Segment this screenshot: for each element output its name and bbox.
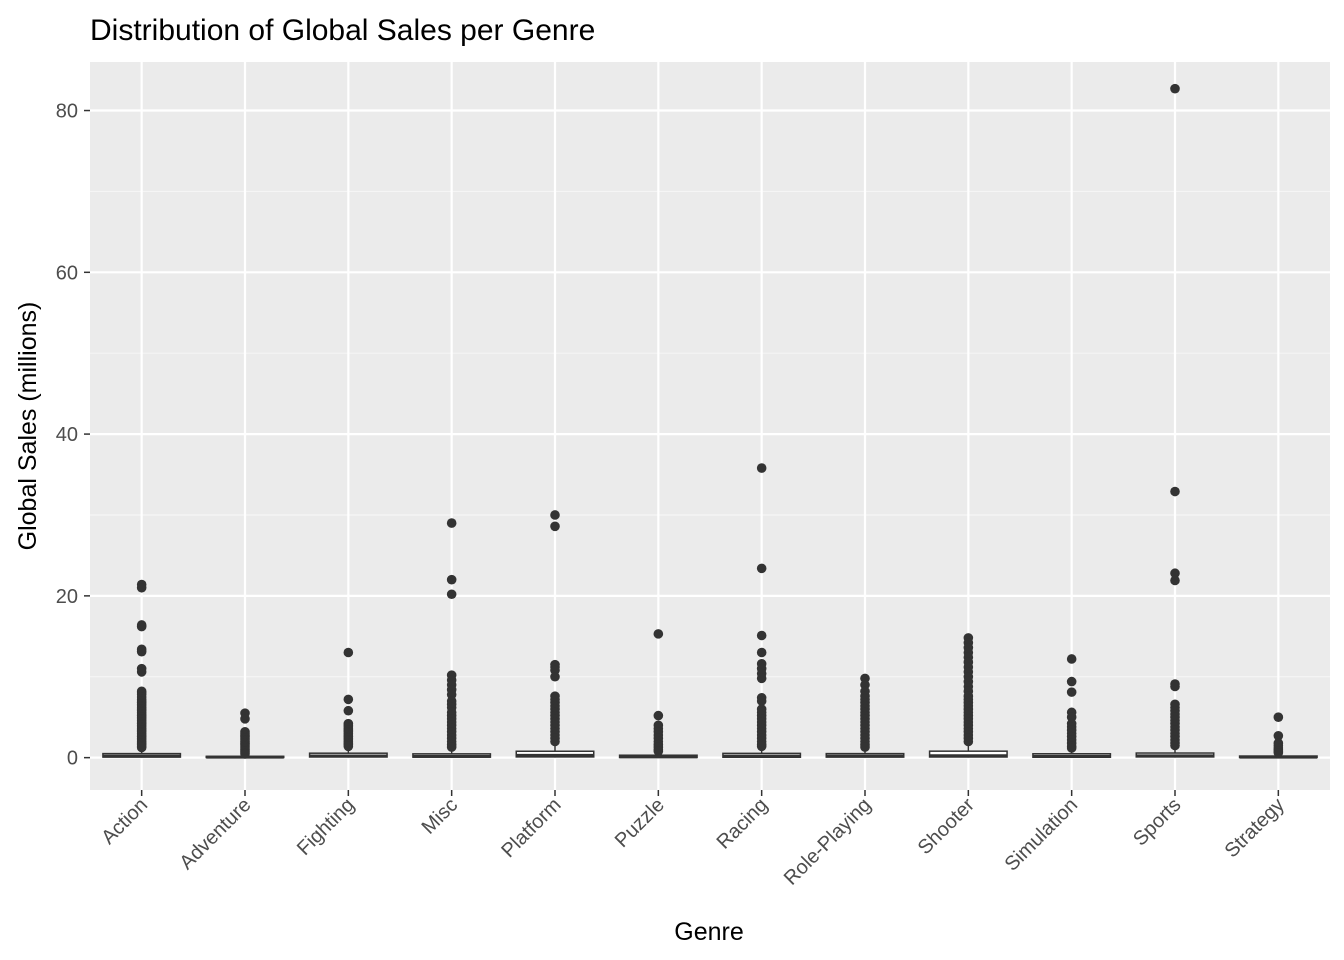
x-axis-title: Genre [674,918,743,946]
outlier-point [1273,712,1284,722]
outlier-point [343,705,354,716]
box-misc [412,518,492,758]
outlier-point [550,521,560,532]
outlier-point [653,710,664,721]
outlier-point [343,741,354,752]
box-fighting [308,647,388,758]
box-role-playing [825,673,905,758]
outlier-point [1273,747,1284,758]
outlier-point [963,736,974,747]
outlier-point [136,646,147,657]
y-axis: 0 20 40 60 80 [56,101,90,770]
y-tick-label: 20 [56,586,78,608]
outlier-point [1170,681,1180,692]
outlier-point [136,742,147,753]
box-platform [515,510,595,758]
outlier-point [240,749,250,759]
outlier-point [756,463,767,473]
outlier-point [756,563,767,574]
outlier-point [653,629,664,639]
outlier-point [240,714,250,724]
x-tick-label: Adventure [176,794,256,874]
box-shooter [928,633,1008,758]
outlier-point [1170,575,1180,586]
outlier-point [550,736,560,747]
outlier-point [446,574,457,585]
x-tick-label: Misc [418,794,463,839]
y-axis-title: Global Sales (millions) [14,302,42,551]
outlier-point [756,696,767,706]
box-puzzle [618,629,698,759]
x-tick-label: Action [97,794,152,849]
x-tick-label: Simulation [1001,794,1083,876]
outlier-point [1170,486,1180,497]
x-tick-label: Shooter [914,794,979,859]
x-tick-label: Fighting [293,794,359,860]
outlier-point [1170,740,1180,751]
outlier-point [446,742,457,752]
outlier-point [1273,731,1284,741]
box-strategy [1238,712,1318,759]
outlier-point [1170,568,1180,579]
box-action [102,579,182,758]
outlier-point [756,630,767,641]
outlier-point [1066,687,1077,697]
box-racing [722,463,802,758]
outlier-point [1066,676,1077,687]
y-tick-label: 80 [56,101,78,123]
outlier-point [1066,654,1077,664]
outlier-point [653,746,664,756]
outlier-point [756,673,767,684]
outlier-point [343,694,354,705]
outlier-point [446,589,457,600]
outlier-point [136,582,147,593]
outlier-point [343,647,354,658]
y-tick-label: 0 [67,748,78,770]
outlier-point [136,621,147,632]
x-tick-label: Strategy [1221,794,1289,862]
y-tick-label: 60 [56,262,78,284]
box-layer [102,83,1318,759]
outlier-point [446,518,457,528]
chart-title: Distribution of Global Sales per Genre [90,14,595,47]
outlier-point [1066,743,1077,753]
box-sports [1135,83,1215,758]
plot-panel [90,62,1330,790]
outlier-point [550,510,560,520]
x-tick-label: Puzzle [611,794,669,852]
outlier-point [860,742,870,752]
outlier-point [550,671,560,682]
box-adventure [205,708,285,759]
outlier-point [756,741,767,752]
outlier-point [1170,83,1180,94]
x-tick-label: Racing [713,794,773,854]
outlier-point [756,647,767,658]
box-simulation [1032,654,1112,758]
x-tick-label: Platform [497,794,565,862]
outlier-point [136,667,147,677]
y-tick-label: 40 [56,424,78,446]
x-tick-label: Role-Playing [780,794,876,890]
x-tick-label: Sports [1129,794,1185,850]
x-axis: Action Adventure Fighting Misc Platform Puzzl… [97,790,1289,890]
